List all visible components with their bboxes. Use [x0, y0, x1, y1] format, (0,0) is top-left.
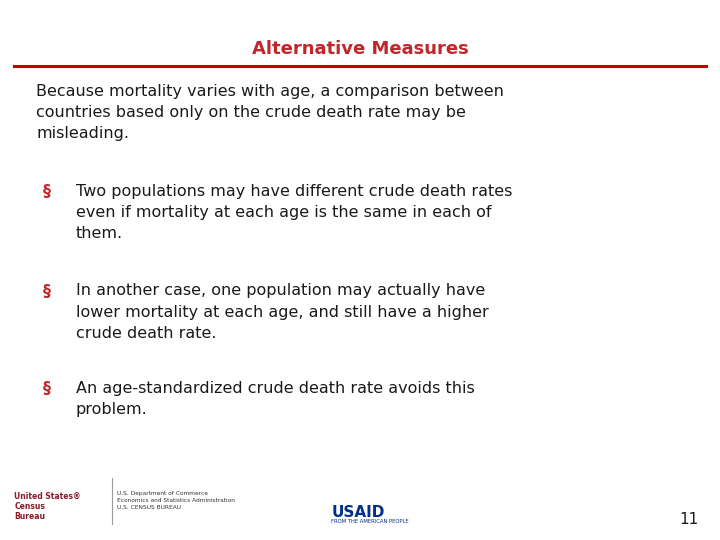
Text: FROM THE AMERICAN PEOPLE: FROM THE AMERICAN PEOPLE	[331, 519, 409, 524]
Text: U.S. Department of Commerce
Economics and Statistics Administration
U.S. CENSUS : U.S. Department of Commerce Economics an…	[117, 491, 235, 510]
Text: An age-standardized crude death rate avoids this
problem.: An age-standardized crude death rate avo…	[76, 381, 474, 417]
Text: Because mortality varies with age, a comparison between
countries based only on : Because mortality varies with age, a com…	[36, 84, 504, 141]
Text: USAID: USAID	[331, 505, 384, 520]
Text: §: §	[43, 184, 51, 199]
Text: §: §	[43, 284, 51, 299]
Text: 11: 11	[679, 511, 698, 526]
Text: United States®
Census
Bureau: United States® Census Bureau	[14, 491, 81, 521]
Text: §: §	[43, 381, 51, 396]
Text: In another case, one population may actually have
lower mortality at each age, a: In another case, one population may actu…	[76, 284, 488, 341]
Text: Two populations may have different crude death rates
even if mortality at each a: Two populations may have different crude…	[76, 184, 512, 241]
Text: Alternative Measures: Alternative Measures	[251, 40, 469, 58]
